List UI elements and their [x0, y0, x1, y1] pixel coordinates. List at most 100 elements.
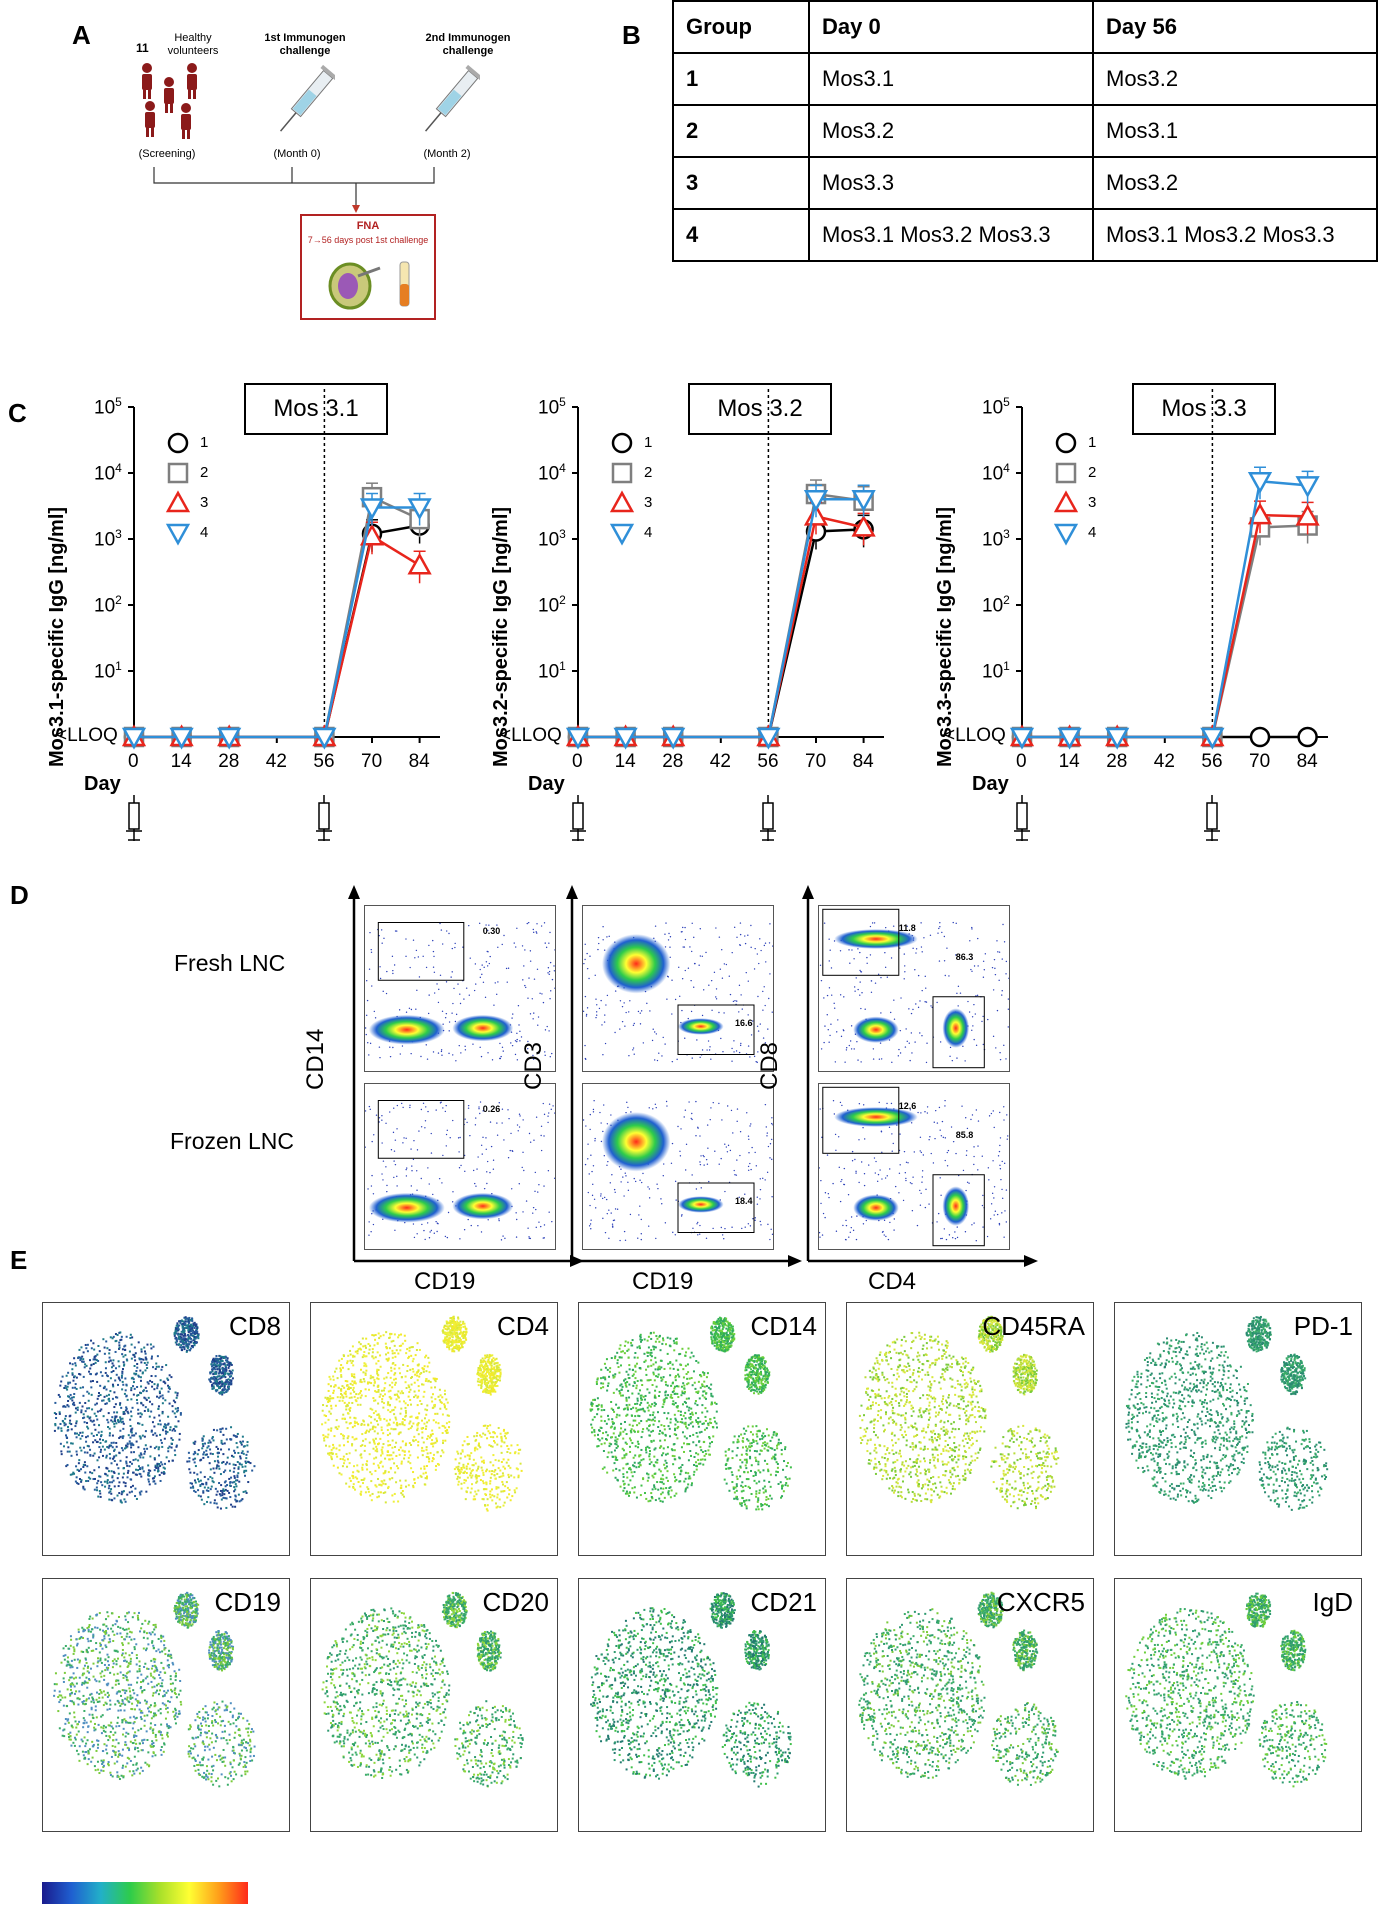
cell-point — [496, 1436, 498, 1438]
cell-point — [206, 1453, 208, 1455]
cell-point — [170, 1437, 172, 1439]
cell-point — [218, 1387, 220, 1389]
cell-point — [131, 1336, 133, 1338]
cell-point — [513, 1476, 515, 1478]
syringe-icon — [420, 62, 480, 142]
cell-point — [381, 1426, 383, 1428]
table-cell: Mos3.2 — [1093, 157, 1377, 209]
cell-point — [358, 1341, 360, 1343]
cell-point — [204, 1476, 206, 1478]
cell-point — [427, 1357, 429, 1359]
cell-point — [85, 1436, 87, 1438]
cell-point — [122, 1449, 124, 1451]
axis-arrows — [344, 885, 584, 1265]
cell-point — [425, 1425, 427, 1427]
cell-point — [94, 1404, 96, 1406]
cell-point — [470, 1492, 472, 1494]
cell-point — [448, 1421, 450, 1423]
cell-point — [489, 1493, 491, 1495]
cell-point — [216, 1467, 218, 1469]
cell-point — [362, 1482, 364, 1484]
cell-point — [376, 1373, 378, 1375]
cell-point — [79, 1432, 81, 1434]
cell-point — [165, 1430, 167, 1432]
cell-point — [203, 1435, 205, 1437]
cell-point — [394, 1364, 396, 1366]
cell-point — [219, 1368, 221, 1370]
chart-plot — [134, 407, 470, 757]
cell-point — [508, 1448, 510, 1450]
cell-point — [99, 1493, 101, 1495]
cell-point — [120, 1501, 122, 1503]
cell-point — [352, 1345, 354, 1347]
cell-point — [463, 1467, 465, 1469]
cell-point — [153, 1477, 155, 1479]
cell-point — [431, 1401, 433, 1403]
cell-point — [113, 1471, 115, 1473]
cell-point — [85, 1344, 87, 1346]
cell-point — [77, 1407, 79, 1409]
cell-point — [351, 1443, 353, 1445]
cell-point — [122, 1421, 124, 1423]
cell-point — [138, 1423, 140, 1425]
cell-point — [365, 1431, 367, 1433]
cell-point — [375, 1356, 377, 1358]
cell-point — [123, 1490, 125, 1492]
legend-label: 2 — [1088, 464, 1096, 481]
cell-point — [112, 1475, 114, 1477]
second-time-label: (Month 2) — [412, 148, 482, 161]
cell-point — [150, 1411, 152, 1413]
cell-point — [122, 1381, 124, 1383]
cell-point — [114, 1460, 116, 1462]
cell-point — [54, 1402, 56, 1404]
cell-point — [432, 1407, 434, 1409]
cell-point — [112, 1384, 114, 1386]
cell-point — [434, 1404, 436, 1406]
cell-point — [97, 1411, 99, 1413]
cell-point — [127, 1476, 129, 1478]
cell-point — [351, 1402, 353, 1404]
cell-point — [398, 1449, 400, 1451]
cell-point — [418, 1433, 420, 1435]
cell-point — [86, 1426, 88, 1428]
cell-point — [127, 1472, 129, 1474]
series-line — [578, 516, 864, 737]
cell-point — [357, 1397, 359, 1399]
cell-point — [104, 1441, 106, 1443]
table-cell: Mos3.1 — [809, 53, 1093, 105]
cell-point — [430, 1381, 432, 1383]
cell-point — [393, 1428, 395, 1430]
cell-point — [140, 1392, 142, 1394]
cell-point — [470, 1477, 472, 1479]
cell-point — [494, 1474, 496, 1476]
cell-point — [184, 1327, 186, 1329]
cell-point — [324, 1397, 326, 1399]
cell-point — [66, 1389, 68, 1391]
cell-point — [345, 1396, 347, 1398]
cell-point — [85, 1347, 87, 1349]
panel-label-d: D — [10, 880, 29, 911]
cell-point — [83, 1413, 85, 1415]
cell-point — [222, 1443, 224, 1445]
cell-point — [164, 1468, 166, 1470]
cell-point — [228, 1492, 230, 1494]
cell-point — [363, 1362, 365, 1364]
cell-point — [337, 1467, 339, 1469]
cell-point — [175, 1446, 177, 1448]
cell-point — [410, 1427, 412, 1429]
cell-point — [388, 1423, 390, 1425]
cell-point — [476, 1448, 478, 1450]
cell-point — [85, 1441, 87, 1443]
cell-point — [353, 1373, 355, 1375]
cell-point — [160, 1480, 162, 1482]
cell-point — [360, 1397, 362, 1399]
table-cell: Mos3.3 — [809, 157, 1093, 209]
cell-point — [352, 1389, 354, 1391]
cell-point — [416, 1349, 418, 1351]
cell-point — [384, 1393, 386, 1395]
cell-point — [76, 1420, 78, 1422]
fna-subtitle: 7→56 days post 1st challenge — [302, 234, 434, 247]
cell-point — [93, 1358, 95, 1360]
cell-point — [384, 1387, 386, 1389]
cell-point — [363, 1424, 365, 1426]
